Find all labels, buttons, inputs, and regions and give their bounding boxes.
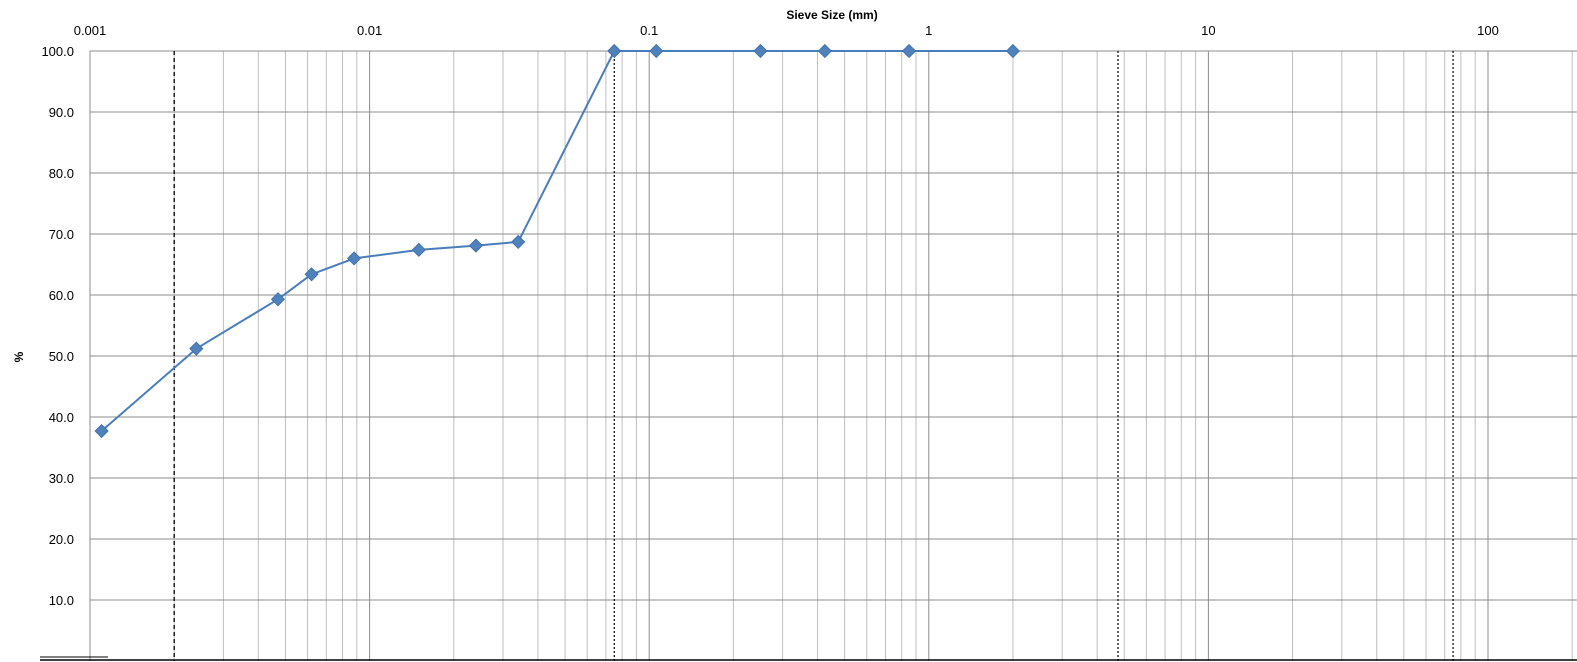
x-tick-label: 1 bbox=[925, 23, 932, 38]
data-point bbox=[304, 267, 319, 282]
data-point bbox=[94, 423, 109, 439]
x-tick-label: 10 bbox=[1201, 23, 1215, 38]
data-point bbox=[511, 234, 526, 249]
x-axis-title: Sieve Size (mm) bbox=[786, 8, 877, 22]
y-tick-label: 100.0 bbox=[41, 44, 74, 59]
y-tick-label: 10.0 bbox=[49, 593, 74, 608]
data-point bbox=[189, 341, 204, 356]
y-axis-title: % bbox=[12, 351, 26, 362]
y-tick-label: 60.0 bbox=[49, 288, 74, 303]
data-point bbox=[347, 251, 362, 266]
data-point bbox=[753, 43, 768, 59]
y-tick-labels: 10.0 20.0 30.0 40.0 50.0 60.0 70.0 80.0 90.0 100.… bbox=[41, 44, 74, 608]
data-point bbox=[411, 242, 426, 257]
data-point bbox=[1005, 43, 1021, 59]
data-point bbox=[270, 292, 285, 307]
data-point bbox=[468, 238, 483, 253]
y-tick-label: 80.0 bbox=[49, 166, 74, 181]
data-point bbox=[649, 43, 664, 59]
y-tick-label: 90.0 bbox=[49, 105, 74, 120]
y-tick-label: 30.0 bbox=[49, 471, 74, 486]
y-tick-label: 70.0 bbox=[49, 227, 74, 242]
y-tick-label: 40.0 bbox=[49, 410, 74, 425]
series-lines bbox=[100, 50, 1013, 432]
series-line bbox=[100, 50, 1013, 432]
y-tick-label: 20.0 bbox=[49, 532, 74, 547]
data-point bbox=[902, 43, 917, 59]
boundary-lines bbox=[173, 51, 1454, 661]
y-tick-label: 50.0 bbox=[49, 349, 74, 364]
horizontal-gridlines bbox=[90, 50, 1577, 601]
data-point bbox=[817, 43, 832, 59]
x-tick-label: 0.1 bbox=[640, 23, 658, 38]
axes bbox=[40, 51, 1577, 661]
data-point bbox=[607, 43, 622, 59]
x-tick-label: 100 bbox=[1477, 23, 1499, 38]
x-tick-label: 0.01 bbox=[357, 23, 382, 38]
x-tick-labels: 0.001 0.01 0.1 1 10 100 bbox=[74, 23, 1499, 38]
data-points bbox=[94, 43, 1021, 439]
x-tick-label: 0.001 bbox=[74, 23, 107, 38]
